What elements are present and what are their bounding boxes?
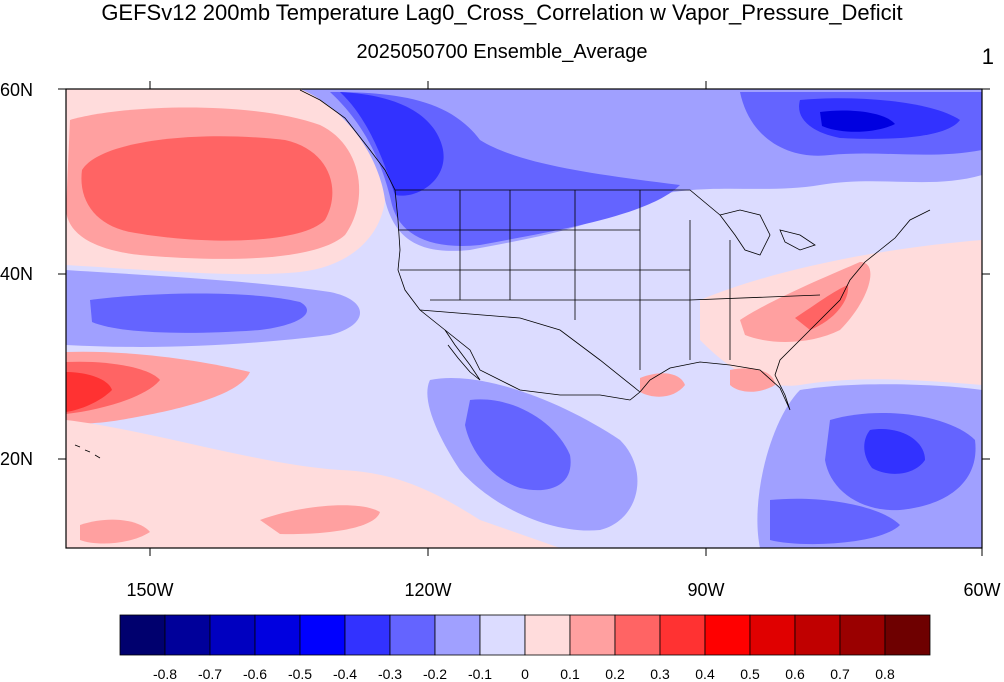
colorbar-tick-label: 0.3 — [650, 666, 670, 682]
colorbar-box — [299, 614, 346, 656]
lon-label-120w: 120W — [404, 580, 452, 600]
state-lines-horizontal — [398, 229, 821, 301]
map-subtitle: 2025050700 Ensemble_Average — [356, 41, 648, 63]
panel-number: 1 — [981, 44, 994, 69]
colorbar-box — [884, 614, 931, 656]
colorbar-box — [659, 614, 706, 656]
colorbar-box — [164, 614, 211, 656]
field-gulf-east-positive — [730, 368, 775, 392]
colorbar-box — [704, 614, 751, 656]
colorbar-tick-label: 0.8 — [875, 666, 895, 682]
colorbar-tick-label: 0.6 — [785, 666, 805, 682]
colorbar-tick-label: -0.4 — [332, 666, 358, 682]
colorbar-tick-label: -0.2 — [422, 666, 448, 682]
colorbar-box — [479, 614, 526, 656]
field-northwest-strong-negative — [340, 92, 444, 196]
field-south-positive-band — [66, 420, 560, 548]
colorbar-box — [569, 614, 616, 656]
colorbar-tick-label: -0.5 — [287, 666, 313, 682]
colorbar-tick-label: 0.7 — [830, 666, 850, 682]
field-midpacific-moderate-negative — [90, 293, 307, 333]
colorbar-tick-label: 0 — [521, 666, 529, 682]
colorbar-tick-label: 0.1 — [560, 666, 580, 682]
colorbar-tick-label: 0.5 — [740, 666, 760, 682]
colorbar-box — [524, 614, 571, 656]
field-pacific-moderate-positive — [81, 136, 333, 241]
map-outlines — [74, 89, 931, 459]
colorbar-tick-label: -0.1 — [467, 666, 493, 682]
colorbar-box — [839, 614, 886, 656]
colorbar-tick-label: 0.2 — [605, 666, 625, 682]
field-eastpacific-moderate-negative — [465, 399, 571, 491]
baja-peninsula — [444, 329, 481, 381]
field-subtropical-strong-positive — [66, 372, 112, 412]
lon-label-90w: 90W — [687, 580, 725, 600]
pacific-coastline — [299, 89, 641, 401]
hawaii-islands — [74, 444, 101, 459]
field-carolinas-moderate-positive — [795, 285, 849, 330]
field-south-weak-positive — [260, 505, 380, 535]
colorbar-box — [209, 614, 256, 656]
colorbar-tick-label: -0.8 — [152, 666, 178, 682]
lat-label-40n: 40N — [0, 264, 34, 284]
state-lines-vertical — [459, 190, 731, 370]
colorbar-box — [119, 614, 166, 656]
colorbar-box — [389, 614, 436, 656]
colorbar-tick-label: -0.3 — [377, 666, 403, 682]
colorbar-tick-label: 0.4 — [695, 666, 715, 682]
colorbar-box — [794, 614, 841, 656]
colorbar-box — [254, 614, 301, 656]
field-carolinas-positive — [740, 262, 871, 342]
lon-label-60w: 60W — [963, 580, 1001, 600]
colorbar-tick-label: -0.7 — [197, 666, 223, 682]
colorbar-box — [614, 614, 661, 656]
great-lakes — [719, 209, 816, 256]
canada-us-border — [395, 189, 721, 216]
map-title: GEFSv12 200mb Temperature Lag0_Cross_Cor… — [101, 0, 903, 25]
colorbar-box — [749, 614, 796, 656]
lat-label-60n: 60N — [0, 80, 34, 100]
lon-label-150w: 150W — [126, 580, 174, 600]
field-atlantic-strong-negative — [864, 429, 925, 474]
axis-ticks — [58, 81, 990, 556]
field-northeast-core-negative — [820, 110, 895, 132]
colorbar-tick-label: -0.6 — [242, 666, 268, 682]
colorbar-box — [434, 614, 481, 656]
field-southwest-weak-positive — [80, 519, 150, 544]
map-frame — [65, 88, 983, 549]
lat-label-20n: 20N — [0, 449, 34, 469]
colorbar — [119, 614, 931, 656]
colorbar-box — [344, 614, 391, 656]
us-mexico-border — [419, 309, 641, 393]
field-atlantic-southern-negative — [770, 498, 900, 545]
correlation-field — [66, 89, 982, 548]
gulf-coast — [639, 209, 931, 411]
